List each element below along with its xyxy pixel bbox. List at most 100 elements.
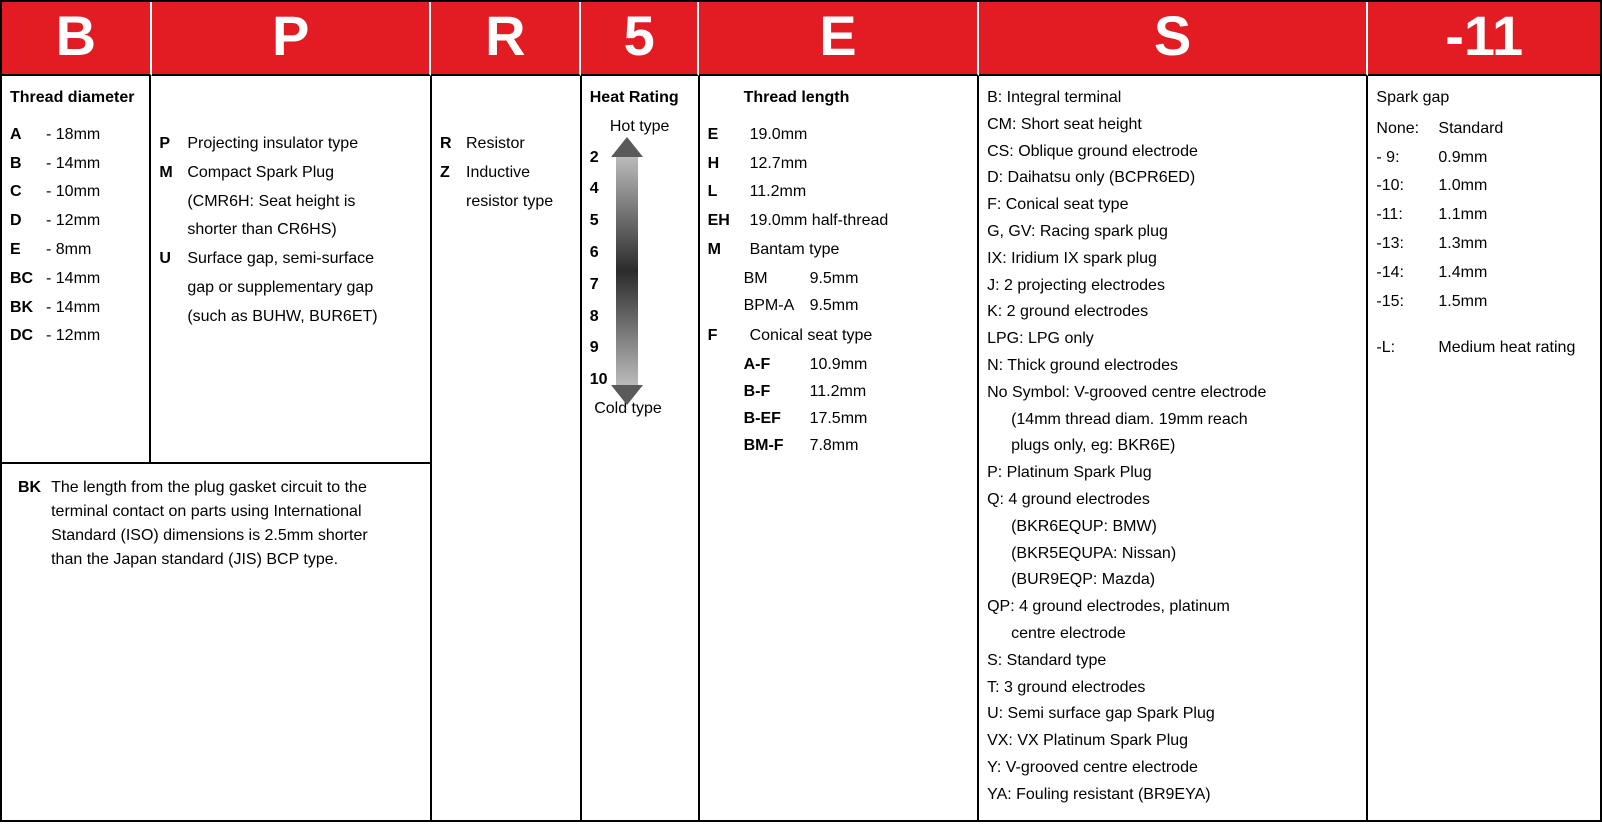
gap-code: -15: xyxy=(1376,290,1430,315)
spark-plug-code-table: B P R 5 E S -11 Thread diameter A- 18mmB… xyxy=(0,0,1602,822)
gap-code: - 9: xyxy=(1376,146,1430,171)
type-line: N: Thick ground electrodes xyxy=(987,354,1358,379)
col-spark-gap: Spark gap None:Standard- 9:0.9mm-10:1.0m… xyxy=(1368,76,1600,820)
diam-val: - 14mm xyxy=(46,152,141,177)
note-BK-line: Standard (ISO) dimensions is 2.5mm short… xyxy=(51,524,368,548)
left-group: Thread diameter A- 18mmB- 14mmC- 10mmD- … xyxy=(2,76,432,820)
note-BK-line: terminal contact on parts using Internat… xyxy=(51,500,368,524)
conical-sub-val: 11.2mm xyxy=(810,380,867,405)
type-line: IX: Iridium IX spark plug xyxy=(987,247,1358,272)
header-E: E xyxy=(699,2,979,76)
conical-sub-val: 10.9mm xyxy=(810,353,868,378)
col-heat-rating: Heat Rating Hot type 245678910 Cold type xyxy=(582,76,700,820)
len-val: 19.0mm xyxy=(750,123,970,148)
type-line: CM: Short seat height xyxy=(987,113,1358,138)
heat-num: 10 xyxy=(590,368,608,393)
diam-code: A xyxy=(10,123,40,148)
len-sub-code: BM xyxy=(744,267,804,292)
heat-nums: 245678910 xyxy=(590,146,608,393)
diam-code: BK xyxy=(10,296,40,321)
type-line: VX: VX Platinum Spark Plug xyxy=(987,729,1358,754)
type-line: U: Semi surface gap Spark Plug xyxy=(987,702,1358,727)
resistor-code: R xyxy=(440,132,460,157)
gap-code: -L: xyxy=(1376,336,1430,361)
col-type: B: Integral terminalCM: Short seat heigh… xyxy=(979,76,1368,820)
heat-num: 2 xyxy=(590,146,608,171)
diam-val: - 8mm xyxy=(46,238,141,263)
header-P: P xyxy=(152,2,432,76)
len-val: Bantam type xyxy=(750,238,970,263)
len-code: H xyxy=(708,152,744,177)
col-E-title: Thread length xyxy=(708,86,970,111)
len-code: M xyxy=(708,238,744,263)
gap-val: 1.3mm xyxy=(1438,232,1487,257)
type-line: LPG: LPG only xyxy=(987,327,1358,352)
gap-code: -11: xyxy=(1376,203,1430,228)
gap-val: 1.0mm xyxy=(1438,174,1487,199)
conical-sub-val: 17.5mm xyxy=(810,407,868,432)
gap-val: Medium heat rating xyxy=(1438,336,1575,361)
resistor-val: Resistor xyxy=(466,132,572,157)
heat-gradient-arrow-icon xyxy=(616,155,638,387)
conical-sub-code: BM-F xyxy=(744,434,804,459)
diam-code: DC xyxy=(10,324,40,349)
design-val: Surface gap, semi-surface xyxy=(187,247,422,272)
header-B: B xyxy=(2,2,152,76)
col-thread-diameter: Thread diameter A- 18mmB- 14mmC- 10mmD- … xyxy=(2,76,151,464)
diam-code: BC xyxy=(10,267,40,292)
design-code: M xyxy=(159,161,181,186)
len-code: EH xyxy=(708,209,744,234)
header-5: 5 xyxy=(581,2,699,76)
conical-sub-code: A-F xyxy=(744,353,804,378)
diam-code: E xyxy=(10,238,40,263)
type-line: G, GV: Racing spark plug xyxy=(987,220,1358,245)
len-code: E xyxy=(708,123,744,148)
type-line: QP: 4 ground electrodes, platinum xyxy=(987,595,1358,620)
header-R: R xyxy=(431,2,581,76)
conical-label: Conical seat type xyxy=(750,324,970,349)
design-val: gap or supplementary gap xyxy=(187,276,422,301)
diam-code: B xyxy=(10,152,40,177)
heat-num: 8 xyxy=(590,305,608,330)
gap-code: -13: xyxy=(1376,232,1430,257)
col-resistor: RResistorZInductiveresistor type xyxy=(432,76,582,820)
col-11-title: Spark gap xyxy=(1376,86,1592,111)
gap-code: -10: xyxy=(1376,174,1430,199)
note-BK: BK The length from the plug gasket circu… xyxy=(2,464,430,584)
resistor-code: Z xyxy=(440,161,460,186)
type-line: CS: Oblique ground electrode xyxy=(987,140,1358,165)
design-val: (CMR6H: Seat height is xyxy=(187,190,422,215)
header-row: B P R 5 E S -11 xyxy=(2,2,1600,76)
heat-num: 9 xyxy=(590,336,608,361)
type-line: B: Integral terminal xyxy=(987,86,1358,111)
type-line: YA: Fouling resistant (BR9EYA) xyxy=(987,783,1358,808)
len-val: 19.0mm half-thread xyxy=(750,209,970,234)
len-sub-val: 9.5mm xyxy=(810,267,859,292)
body-row: Thread diameter A- 18mmB- 14mmC- 10mmD- … xyxy=(2,76,1600,820)
type-line: (BKR5EQUPA: Nissan) xyxy=(987,542,1358,567)
type-line: T: 3 ground electrodes xyxy=(987,676,1358,701)
gap-val: 0.9mm xyxy=(1438,146,1487,171)
header-S: S xyxy=(979,2,1369,76)
heat-num: 7 xyxy=(590,273,608,298)
conical-sub-val: 7.8mm xyxy=(810,434,859,459)
diam-code: C xyxy=(10,180,40,205)
heat-num: 6 xyxy=(590,241,608,266)
diam-val: - 12mm xyxy=(46,324,141,349)
type-line: (BKR6EQUP: BMW) xyxy=(987,515,1358,540)
type-line: (BUR9EQP: Mazda) xyxy=(987,568,1358,593)
diam-code: D xyxy=(10,209,40,234)
type-line: F: Conical seat type xyxy=(987,193,1358,218)
type-line: plugs only, eg: BKR6E) xyxy=(987,434,1358,459)
gap-val: 1.5mm xyxy=(1438,290,1487,315)
len-val: 11.2mm xyxy=(750,180,970,205)
type-line: K: 2 ground electrodes xyxy=(987,300,1358,325)
heat-hot-label: Hot type xyxy=(590,115,690,140)
conical-sub-code: B-F xyxy=(744,380,804,405)
diam-val: - 18mm xyxy=(46,123,141,148)
type-line: S: Standard type xyxy=(987,649,1358,674)
type-line: J: 2 projecting electrodes xyxy=(987,274,1358,299)
design-code: U xyxy=(159,247,181,272)
resistor-val: Inductive xyxy=(466,161,572,186)
type-line: (14mm thread diam. 19mm reach xyxy=(987,408,1358,433)
